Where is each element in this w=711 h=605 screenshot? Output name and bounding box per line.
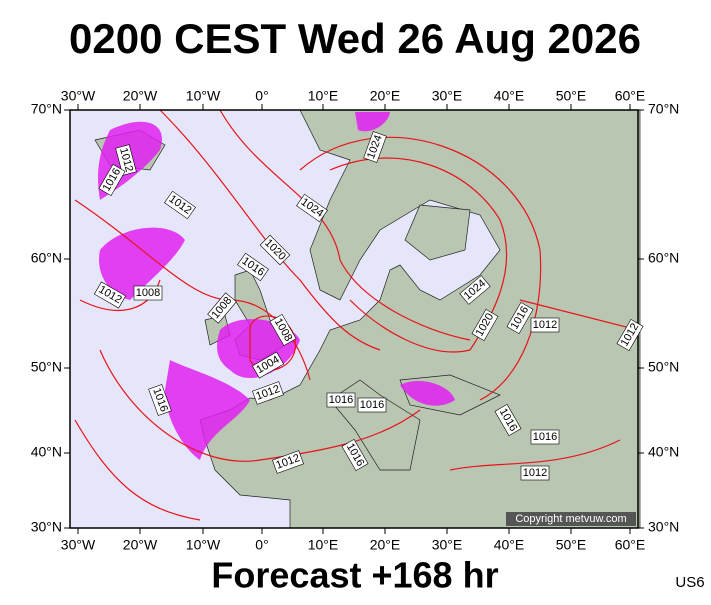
isobar-label-box [326,392,356,408]
land [404,204,471,261]
lon-label: 0° [255,537,268,553]
isobar-label: 1024 [363,131,387,163]
isobar-label-box [251,351,285,379]
isobar-label-box [363,131,387,163]
lat-label: 50°N [648,359,679,375]
lon-label: 10°E [308,537,339,553]
isobar-label-box [269,313,297,347]
lat-label: 70°N [31,101,62,117]
lon-label: 20°W [123,537,158,553]
lon-label: 20°W [123,88,158,104]
isobar-label: 1012 [252,381,284,405]
isobar-label-box [272,450,304,474]
isobar-label-box [530,429,560,445]
precipitation [99,227,185,300]
isobar-label: 1016 [530,429,560,445]
isobar-label-box [115,144,137,176]
forecast-label: Forecast +168 hr [211,555,498,596]
copyright: Copyright metvuw.com [515,513,626,525]
isobar-label-box [616,318,644,352]
isobar-label-box [252,381,284,405]
lon-label: 50°E [556,88,587,104]
isobar-label-box [133,285,163,301]
isobar-label-text: 1016 [360,399,384,411]
isobar-label: 1008 [133,285,163,301]
lat-label: 40°N [31,444,62,460]
frame [69,109,639,529]
isobar-label-box [530,317,560,333]
isobar-label-box [459,275,491,305]
lon-label: 30°E [432,88,463,104]
isobar-label-text: 1016 [533,431,557,443]
copyright-box [506,512,636,526]
isobar-label-text: 1012 [523,467,547,479]
land [199,109,641,529]
isobar-label-box [520,465,550,481]
isobar-label: 1012 [115,144,137,176]
lon-label: 40°E [494,88,525,104]
isobar-label: 1016 [357,397,387,413]
lon-label: 60°E [615,537,646,553]
lon-label: 20°E [370,537,401,553]
lon-label: 30°W [61,537,96,553]
isobar-label-box [207,292,237,324]
labels: 30°W 30°W 20°W 20°W 10°W 10°W 0° 0° 10°E 10°E 20°E… [31,88,680,553]
lon-label: 60°E [615,88,646,104]
isobar-label-box [98,163,126,197]
isobar-label-text: 1008 [136,287,160,299]
isobar-label: 1016 [148,384,172,416]
isobar-label-box [341,438,369,472]
isobar-label-box [471,308,499,342]
lon-label: 30°E [432,537,463,553]
isobar-label-box [494,403,522,437]
lon-label: 10°W [186,88,221,104]
isobar-label-box [148,384,172,416]
isobar-label: 1012 [272,450,304,474]
isobar-label-box [296,193,328,223]
isobar-label-box [237,252,269,282]
isobar-label: 1012 [520,465,550,481]
isobar-label-box [164,190,196,220]
lon-label: 30°W [61,88,96,104]
lon-label: 0° [255,88,268,104]
lon-label: 10°E [308,88,339,104]
lat-label: 30°N [31,519,62,535]
isobar-label-text: 1012 [533,319,557,331]
isobar-label-text: 1016 [329,394,353,406]
lat-label: 60°N [31,250,62,266]
isobars [74,109,639,521]
isobar-label: 1016 [326,392,356,408]
title: 0200 CEST Wed 26 Aug 2026 [69,15,641,62]
lon-label: 20°E [370,88,401,104]
precipitation [355,112,390,132]
lat-label: 30°N [648,519,679,535]
lat-label: 50°N [31,359,62,375]
precipitation [400,380,455,406]
lat-label: 40°N [648,444,679,460]
lat-label: 60°N [648,250,679,266]
isobar-label-box [93,281,127,309]
isobar-label: 1012 [530,317,560,333]
isobar-label-box [357,397,387,413]
lon-label: 40°E [494,537,525,553]
precipitation [165,360,250,460]
run-code: US6 [675,574,704,591]
isobar-label-box [259,234,291,266]
lon-label: 50°E [556,537,587,553]
lon-label: 10°W [186,537,221,553]
lat-label: 70°N [648,101,679,117]
isobar-label-box [506,301,534,335]
